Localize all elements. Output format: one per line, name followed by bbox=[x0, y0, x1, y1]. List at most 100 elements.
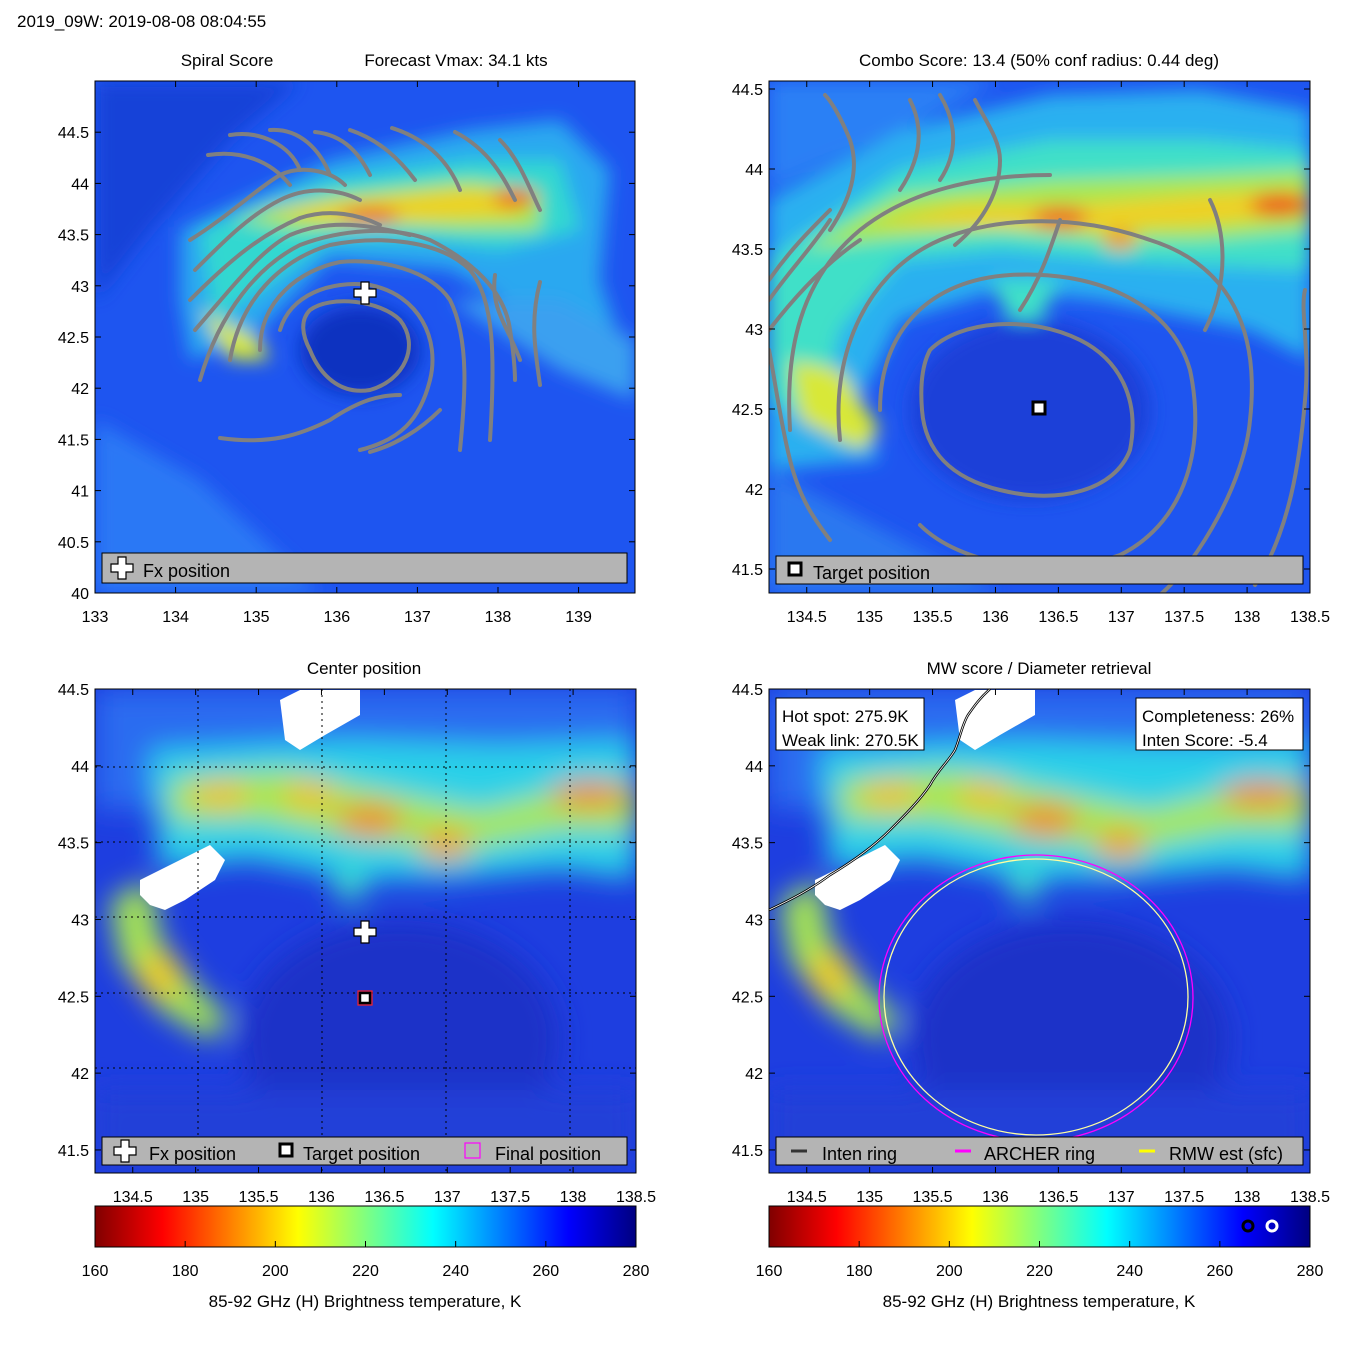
y-tick-label: 44.5 bbox=[732, 82, 763, 99]
x-tick-label: 137 bbox=[1108, 1189, 1135, 1206]
colorbar-tick-label: 160 bbox=[82, 1263, 109, 1280]
y-tick-label: 43.5 bbox=[58, 836, 89, 853]
y-tick-label: 44 bbox=[71, 759, 89, 776]
panel4-info-left: Hot spot: 275.9K Weak link: 270.5K bbox=[775, 697, 925, 751]
y-tick-label: 41.5 bbox=[58, 432, 89, 449]
y-tick-label: 43.5 bbox=[732, 836, 763, 853]
x-tick-label: 137 bbox=[1108, 609, 1135, 626]
y-tick-label: 40.5 bbox=[58, 535, 89, 552]
plus-icon bbox=[110, 556, 134, 580]
panel3-legend-target: Target position bbox=[303, 1144, 420, 1164]
x-tick-label: 138.5 bbox=[1290, 609, 1330, 626]
figure-title: 2019_09W: 2019-08-08 08:04:55 bbox=[17, 12, 266, 31]
y-tick-label: 44 bbox=[745, 759, 763, 776]
square-icon bbox=[278, 1142, 294, 1158]
panel-mw-score: MW score / Diameter retrieval bbox=[732, 659, 1330, 1206]
x-tick-label: 136 bbox=[323, 609, 350, 626]
y-tick-label: 40 bbox=[71, 586, 89, 603]
colorbar-tick-label: 240 bbox=[1116, 1263, 1143, 1280]
panel3-land-north bbox=[280, 690, 360, 750]
panel3-title: Center position bbox=[307, 659, 421, 678]
y-tick-label: 41.5 bbox=[58, 1143, 89, 1160]
colorbar-tick-label: 260 bbox=[1206, 1263, 1233, 1280]
panel4-land-west bbox=[815, 845, 900, 910]
x-tick-label: 137 bbox=[404, 609, 431, 626]
colorbar-tick-label: 200 bbox=[936, 1263, 963, 1280]
panel4-legend-rmw: RMW est (sfc) bbox=[1169, 1144, 1283, 1164]
x-tick-label: 134.5 bbox=[787, 609, 827, 626]
y-tick-label: 41 bbox=[71, 484, 89, 501]
rmw-ring bbox=[883, 858, 1189, 1136]
y-tick-label: 42.5 bbox=[732, 989, 763, 1006]
panel3-target-marker bbox=[357, 990, 373, 1006]
panel1-fx-marker bbox=[353, 281, 377, 305]
panel3-map: Fx position Target position Final positi… bbox=[95, 689, 636, 1173]
x-tick-label: 139 bbox=[565, 609, 592, 626]
y-tick-label: 43 bbox=[745, 912, 763, 929]
white-ring-icon bbox=[1265, 1219, 1279, 1233]
dark-ring-icon bbox=[1241, 1219, 1255, 1233]
x-tick-label: 134.5 bbox=[787, 1189, 827, 1206]
y-tick-label: 43.5 bbox=[732, 242, 763, 259]
y-tick-label: 42.5 bbox=[58, 989, 89, 1006]
panel1-title: Spiral Score bbox=[181, 51, 274, 70]
panel4-legend: Inten ring ARCHER ring RMW est (sfc) bbox=[775, 1136, 1304, 1166]
panel1-contours bbox=[188, 126, 542, 454]
completeness-text: Completeness: 26% bbox=[1142, 707, 1294, 726]
panel2-map: Target position bbox=[769, 81, 1310, 593]
colorbar-tick-label: 280 bbox=[623, 1263, 650, 1280]
x-tick-label: 138 bbox=[1234, 1189, 1261, 1206]
x-tick-label: 134 bbox=[162, 609, 189, 626]
x-tick-label: 133 bbox=[82, 609, 109, 626]
panel1-map: Fx position bbox=[95, 81, 635, 593]
x-tick-label: 136.5 bbox=[1038, 1189, 1078, 1206]
x-tick-label: 138.5 bbox=[616, 1189, 656, 1206]
panel2-target-marker bbox=[1031, 400, 1047, 416]
panel3-legend: Fx position Target position Final positi… bbox=[101, 1136, 628, 1166]
x-tick-label: 137.5 bbox=[1164, 1189, 1204, 1206]
x-tick-label: 135 bbox=[182, 1189, 209, 1206]
y-tick-label: 41.5 bbox=[732, 1143, 763, 1160]
colorbar-tick-label: 240 bbox=[442, 1263, 469, 1280]
x-tick-label: 137 bbox=[434, 1189, 461, 1206]
panel-spiral-score: Spiral Score Forecast Vmax: 34.1 kts bbox=[58, 51, 636, 626]
x-tick-label: 136 bbox=[982, 609, 1009, 626]
y-tick-label: 44.5 bbox=[732, 682, 763, 699]
colorbar-right: 160 180 200 220 240 260 280 85-92 GHz (H) Brig… bbox=[756, 1205, 1323, 1311]
panel4-map: Hot spot: 275.9K Weak link: 270.5K Compl… bbox=[769, 689, 1310, 1173]
panel4-legend-archer: ARCHER ring bbox=[984, 1144, 1095, 1164]
y-tick-label: 42 bbox=[745, 482, 763, 499]
panel2-legend-target: Target position bbox=[813, 563, 930, 583]
panel1-legend-fx: Fx position bbox=[143, 561, 230, 581]
colorbar-tick-label: 220 bbox=[1026, 1263, 1053, 1280]
y-tick-label: 42 bbox=[71, 381, 89, 398]
colorbar-right-label: 85-92 GHz (H) Brightness temperature, K bbox=[883, 1292, 1196, 1311]
x-tick-label: 135 bbox=[243, 609, 270, 626]
panel2-contours bbox=[769, 93, 1309, 593]
panel3-legend-fx: Fx position bbox=[149, 1144, 236, 1164]
x-tick-label: 138 bbox=[560, 1189, 587, 1206]
x-tick-label: 138 bbox=[485, 609, 512, 626]
y-tick-label: 43.5 bbox=[58, 228, 89, 245]
panel2-title: Combo Score: 13.4 (50% conf radius: 0.44… bbox=[859, 51, 1219, 70]
y-tick-label: 44 bbox=[71, 176, 89, 193]
plus-icon bbox=[113, 1139, 137, 1163]
x-tick-label: 136.5 bbox=[1038, 609, 1078, 626]
x-tick-label: 136.5 bbox=[364, 1189, 404, 1206]
weak-link-text: Weak link: 270.5K bbox=[782, 731, 919, 750]
x-tick-label: 138.5 bbox=[1290, 1189, 1330, 1206]
y-tick-label: 43 bbox=[71, 279, 89, 296]
hot-spot-text: Hot spot: 275.9K bbox=[782, 707, 909, 726]
colorbar-tick-label: 180 bbox=[172, 1263, 199, 1280]
panel1-vmax: Forecast Vmax: 34.1 kts bbox=[364, 51, 547, 70]
panel3-land-west bbox=[140, 845, 225, 910]
colorbar-tick-label: 260 bbox=[532, 1263, 559, 1280]
x-tick-label: 136 bbox=[308, 1189, 335, 1206]
x-tick-label: 135.5 bbox=[913, 609, 953, 626]
y-tick-label: 44 bbox=[745, 162, 763, 179]
panel3-legend-final: Final position bbox=[495, 1144, 601, 1164]
colorbar-left: 160 180 200 220 240 260 280 85-92 GHz (H) Brig… bbox=[82, 1205, 650, 1311]
panel4-title: MW score / Diameter retrieval bbox=[927, 659, 1152, 678]
panel1-legend: Fx position bbox=[101, 552, 628, 584]
